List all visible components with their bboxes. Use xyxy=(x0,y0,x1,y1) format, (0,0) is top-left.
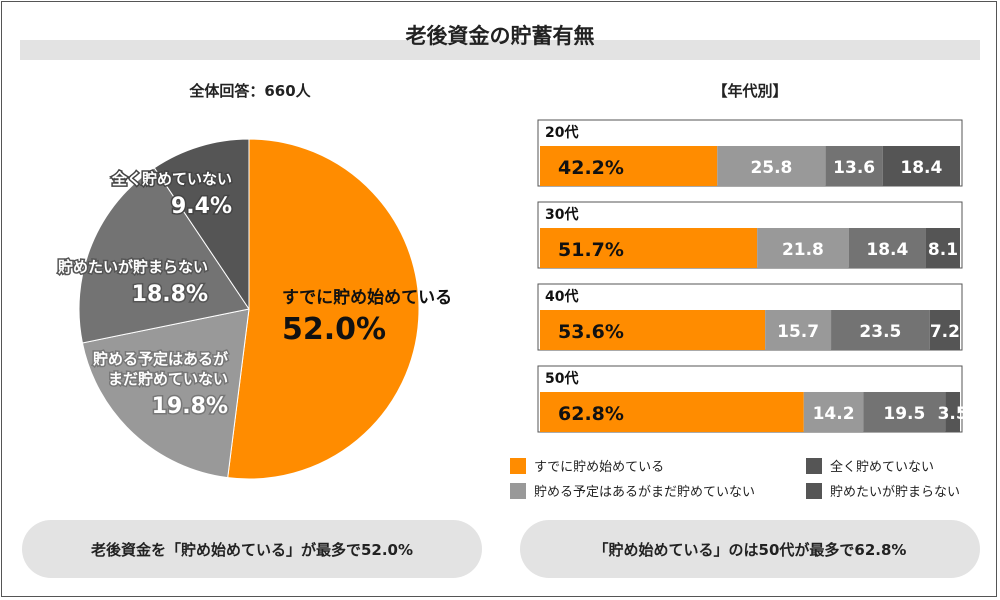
title-band xyxy=(20,40,980,60)
page-title: 老後資金の貯蓄有無 xyxy=(405,24,595,48)
pie-subtitle: 全体回答：660人 xyxy=(189,82,311,100)
summary-right: 「貯め始めている」のは50代が最多で62.8% xyxy=(520,520,980,578)
summary-left: 老後資金を「貯め始めている」が最多で52.0% xyxy=(22,520,482,578)
bar-subtitle: 【年代別】 xyxy=(712,82,788,100)
